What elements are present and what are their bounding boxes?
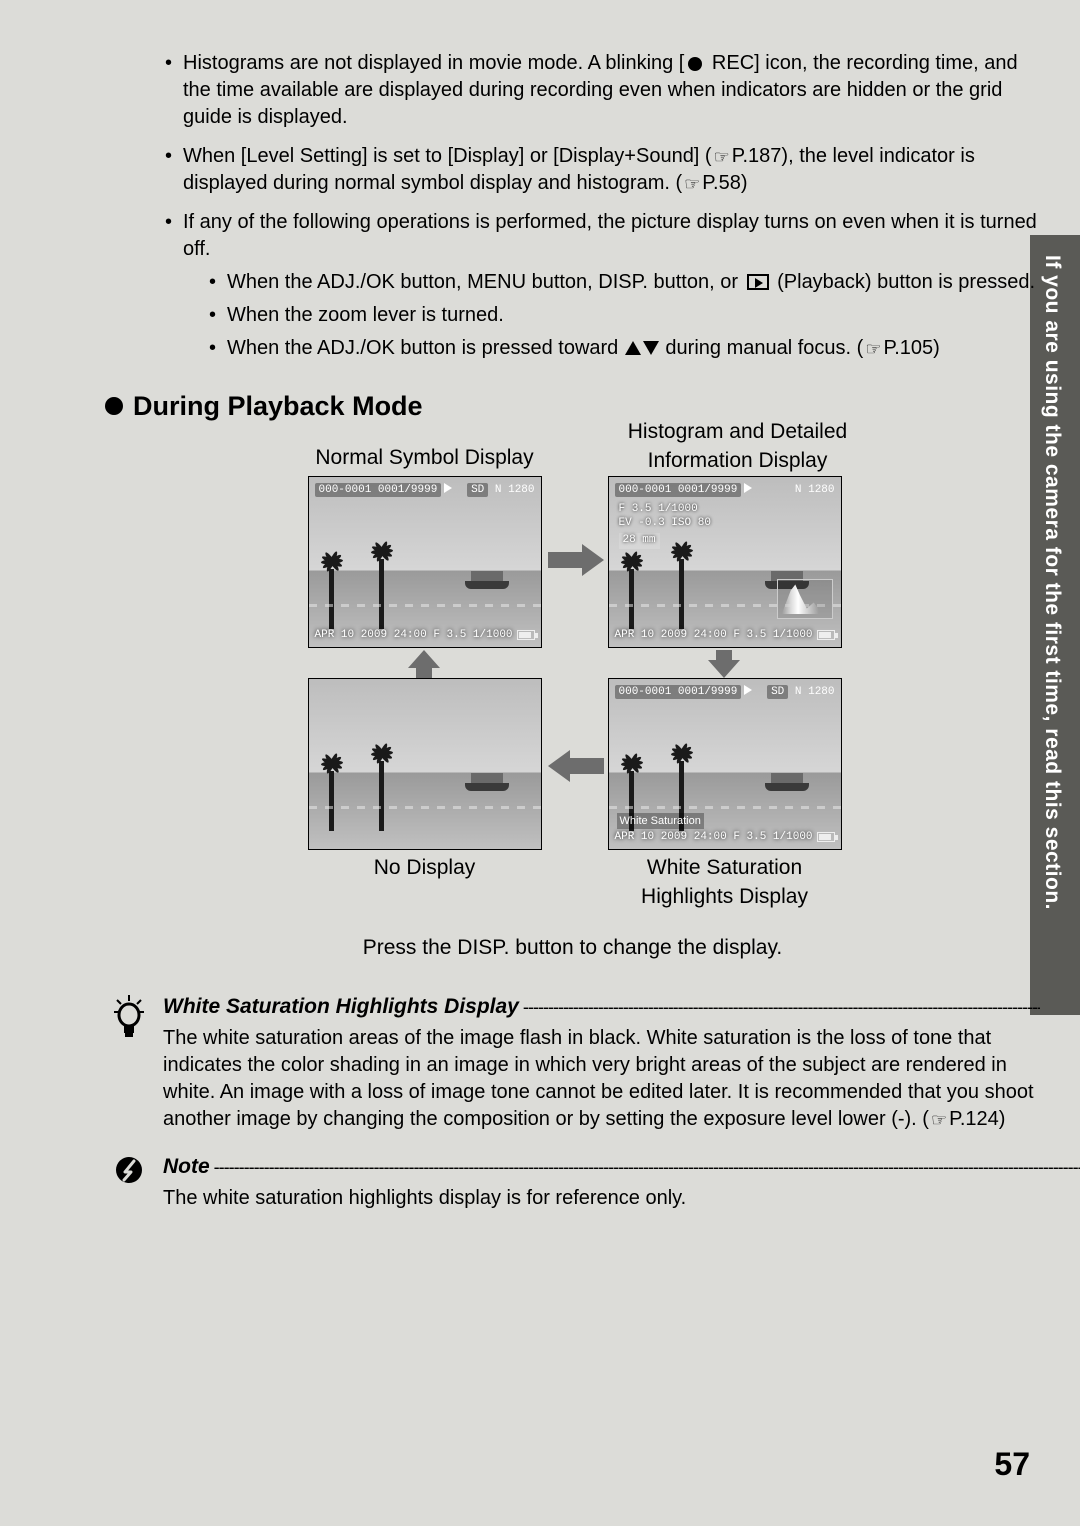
thumb-top-left: 000-0001 0001/9999 [615, 685, 742, 699]
battery-icon [517, 630, 535, 640]
ref-icon: ☞ [714, 145, 730, 169]
play-icon [744, 685, 752, 695]
thumb-histogram: 000-0001 0001/9999 N 1280 F 3.5 1/1000 E… [608, 476, 842, 648]
dash-fill: ----------------------------------------… [214, 1155, 1080, 1179]
ref-icon: ☞ [865, 337, 881, 361]
rec-dot-icon [688, 57, 702, 71]
bullet-1-a: Histograms are not displayed in movie mo… [183, 52, 684, 74]
sub-2: When the zoom lever is turned. [209, 302, 1040, 329]
thumb-bottom-text: APR 10 2009 24:00 F 3.5 1/1000 [615, 628, 813, 643]
sub-1-b: (Playback) button is pressed. [772, 271, 1035, 293]
arrow-right [548, 544, 604, 576]
arrow-up [408, 650, 440, 678]
battery-icon [817, 630, 835, 640]
thumb-white-sat: 000-0001 0001/9999 SD N 1280 White Satur… [608, 678, 842, 850]
sd-badge: SD [467, 483, 488, 497]
press-text: Press the DISP. button to change the dis… [105, 934, 1040, 962]
section-heading-text: During Playback Mode [133, 388, 423, 424]
label-normal: Normal Symbol Display [308, 444, 542, 472]
bullet-3-text: If any of the following operations is pe… [183, 211, 1037, 260]
thumb-top-right: N 1280 [795, 686, 835, 698]
callout-2-text: The white saturation highlights display … [163, 1185, 1080, 1212]
thumb-top-left: 000-0001 0001/9999 [315, 483, 442, 497]
bullet-3: If any of the following operations is pe… [165, 209, 1040, 362]
bullet-2: When [Level Setting] is set to [Display]… [165, 143, 1040, 197]
callout-1-title: White Saturation Highlights Display [163, 993, 519, 1021]
thumb-bottom-text: APR 10 2009 24:00 F 3.5 1/1000 [315, 628, 513, 643]
page-number: 57 [994, 1443, 1030, 1486]
sub-1-a: When the ADJ./OK button, MENU button, DI… [227, 271, 744, 293]
callout-white-sat: White Saturation Highlights Display ----… [105, 993, 1040, 1133]
histogram-box [777, 579, 833, 619]
callout-1-text-b: P.124) [949, 1108, 1005, 1130]
sub-3-c: P.105) [883, 337, 939, 359]
thumb-top-left: 000-0001 0001/9999 [615, 483, 742, 497]
dash-fill: ----------------------------------------… [523, 995, 1040, 1019]
play-icon [444, 483, 452, 493]
sub-3-b: during manual focus. ( [660, 337, 863, 359]
callout-note: Note -----------------------------------… [105, 1153, 1040, 1212]
bullet-2-a: When [Level Setting] is set to [Display]… [183, 145, 712, 167]
section-heading: During Playback Mode [105, 388, 1040, 424]
ref-icon: ☞ [931, 1108, 947, 1132]
ref-icon: ☞ [684, 172, 700, 196]
label-white-sat: White Saturation Highlights Display [608, 854, 842, 911]
thumb-no-display [308, 678, 542, 850]
playback-diagram: Normal Symbol Display Histogram and Deta… [208, 444, 938, 914]
focal-length: 28 mm [619, 533, 660, 549]
up-arrow-icon [625, 341, 641, 355]
thumb-bottom-text: APR 10 2009 24:00 F 3.5 1/1000 [615, 830, 813, 845]
tip-icon [109, 993, 149, 1133]
thumb-normal: 000-0001 0001/9999 SD N 1280 APR 10 2009… [308, 476, 542, 648]
white-sat-label: White Saturation [617, 813, 704, 830]
label-histo: Histogram and Detailed Information Displ… [608, 418, 868, 475]
sub-bullet-list: When the ADJ./OK button, MENU button, DI… [183, 269, 1040, 362]
playback-icon [747, 274, 769, 290]
note-icon [109, 1153, 149, 1212]
heading-bullet-icon [105, 397, 123, 415]
thumb-top-right: N 1280 [495, 484, 535, 496]
bullet-1: Histograms are not displayed in movie mo… [165, 50, 1040, 131]
sub-1: When the ADJ./OK button, MENU button, DI… [209, 269, 1040, 296]
top-bullet-list: Histograms are not displayed in movie mo… [105, 50, 1040, 362]
sub-3-a: When the ADJ./OK button is pressed towar… [227, 337, 624, 359]
exif-line-1: F 3.5 1/1000 [619, 503, 711, 517]
arrow-down [708, 650, 740, 678]
play-icon [744, 483, 752, 493]
exif-block: F 3.5 1/1000 EV -0.3 ISO 80 28 mm [619, 503, 711, 548]
callout-1-text: The white saturation areas of the image … [163, 1025, 1040, 1133]
callout-2-title: Note [163, 1153, 210, 1181]
down-arrow-icon [643, 341, 659, 355]
sd-badge: SD [767, 685, 788, 699]
thumb-top-right: N 1280 [795, 484, 835, 496]
label-no-display: No Display [308, 854, 542, 882]
bullet-2-c: P.58) [702, 172, 747, 194]
arrow-left [548, 750, 604, 782]
sub-3: When the ADJ./OK button is pressed towar… [209, 335, 1040, 362]
exif-line-2: EV -0.3 ISO 80 [619, 517, 711, 531]
battery-icon [817, 832, 835, 842]
callout-1-text-a: The white saturation areas of the image … [163, 1027, 1034, 1130]
